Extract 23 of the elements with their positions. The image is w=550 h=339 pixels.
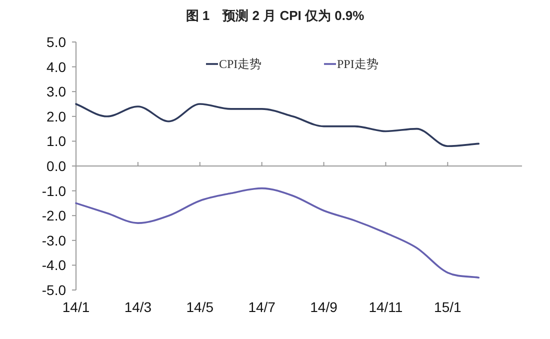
x-tick-label: 14/5 <box>186 299 214 315</box>
chart-title: 图 1 预测 2 月 CPI 仅为 0.9% <box>186 8 365 23</box>
y-tick-label: 1.0 <box>46 133 66 150</box>
line-series <box>75 187 480 278</box>
y-tick-label: -2.0 <box>42 208 66 224</box>
y-tick-label: -5.0 <box>42 282 66 298</box>
y-tick-label: 3.0 <box>46 84 66 100</box>
y-tick-label: 4.0 <box>46 58 66 75</box>
y-tick-label: 2.0 <box>46 108 66 124</box>
y-tick-label: 0.0 <box>46 158 66 174</box>
x-tick-label: 14/11 <box>368 299 403 315</box>
x-tick-label: 14/9 <box>310 299 338 315</box>
x-tick-label: 15/1 <box>434 299 462 315</box>
x-tick-label: 14/7 <box>248 299 276 315</box>
legend-label: PPI走势 <box>337 57 378 71</box>
y-tick-label: -4.0 <box>42 257 66 274</box>
legend-label: CPI走势 <box>219 57 262 71</box>
y-tick-label: -1.0 <box>42 182 66 199</box>
line-series <box>75 103 480 148</box>
x-tick-label: 14/1 <box>62 299 90 315</box>
y-tick-label: -3.0 <box>42 232 66 248</box>
y-tick-label: 5.0 <box>46 34 66 50</box>
x-tick-label: 14/3 <box>124 299 152 315</box>
